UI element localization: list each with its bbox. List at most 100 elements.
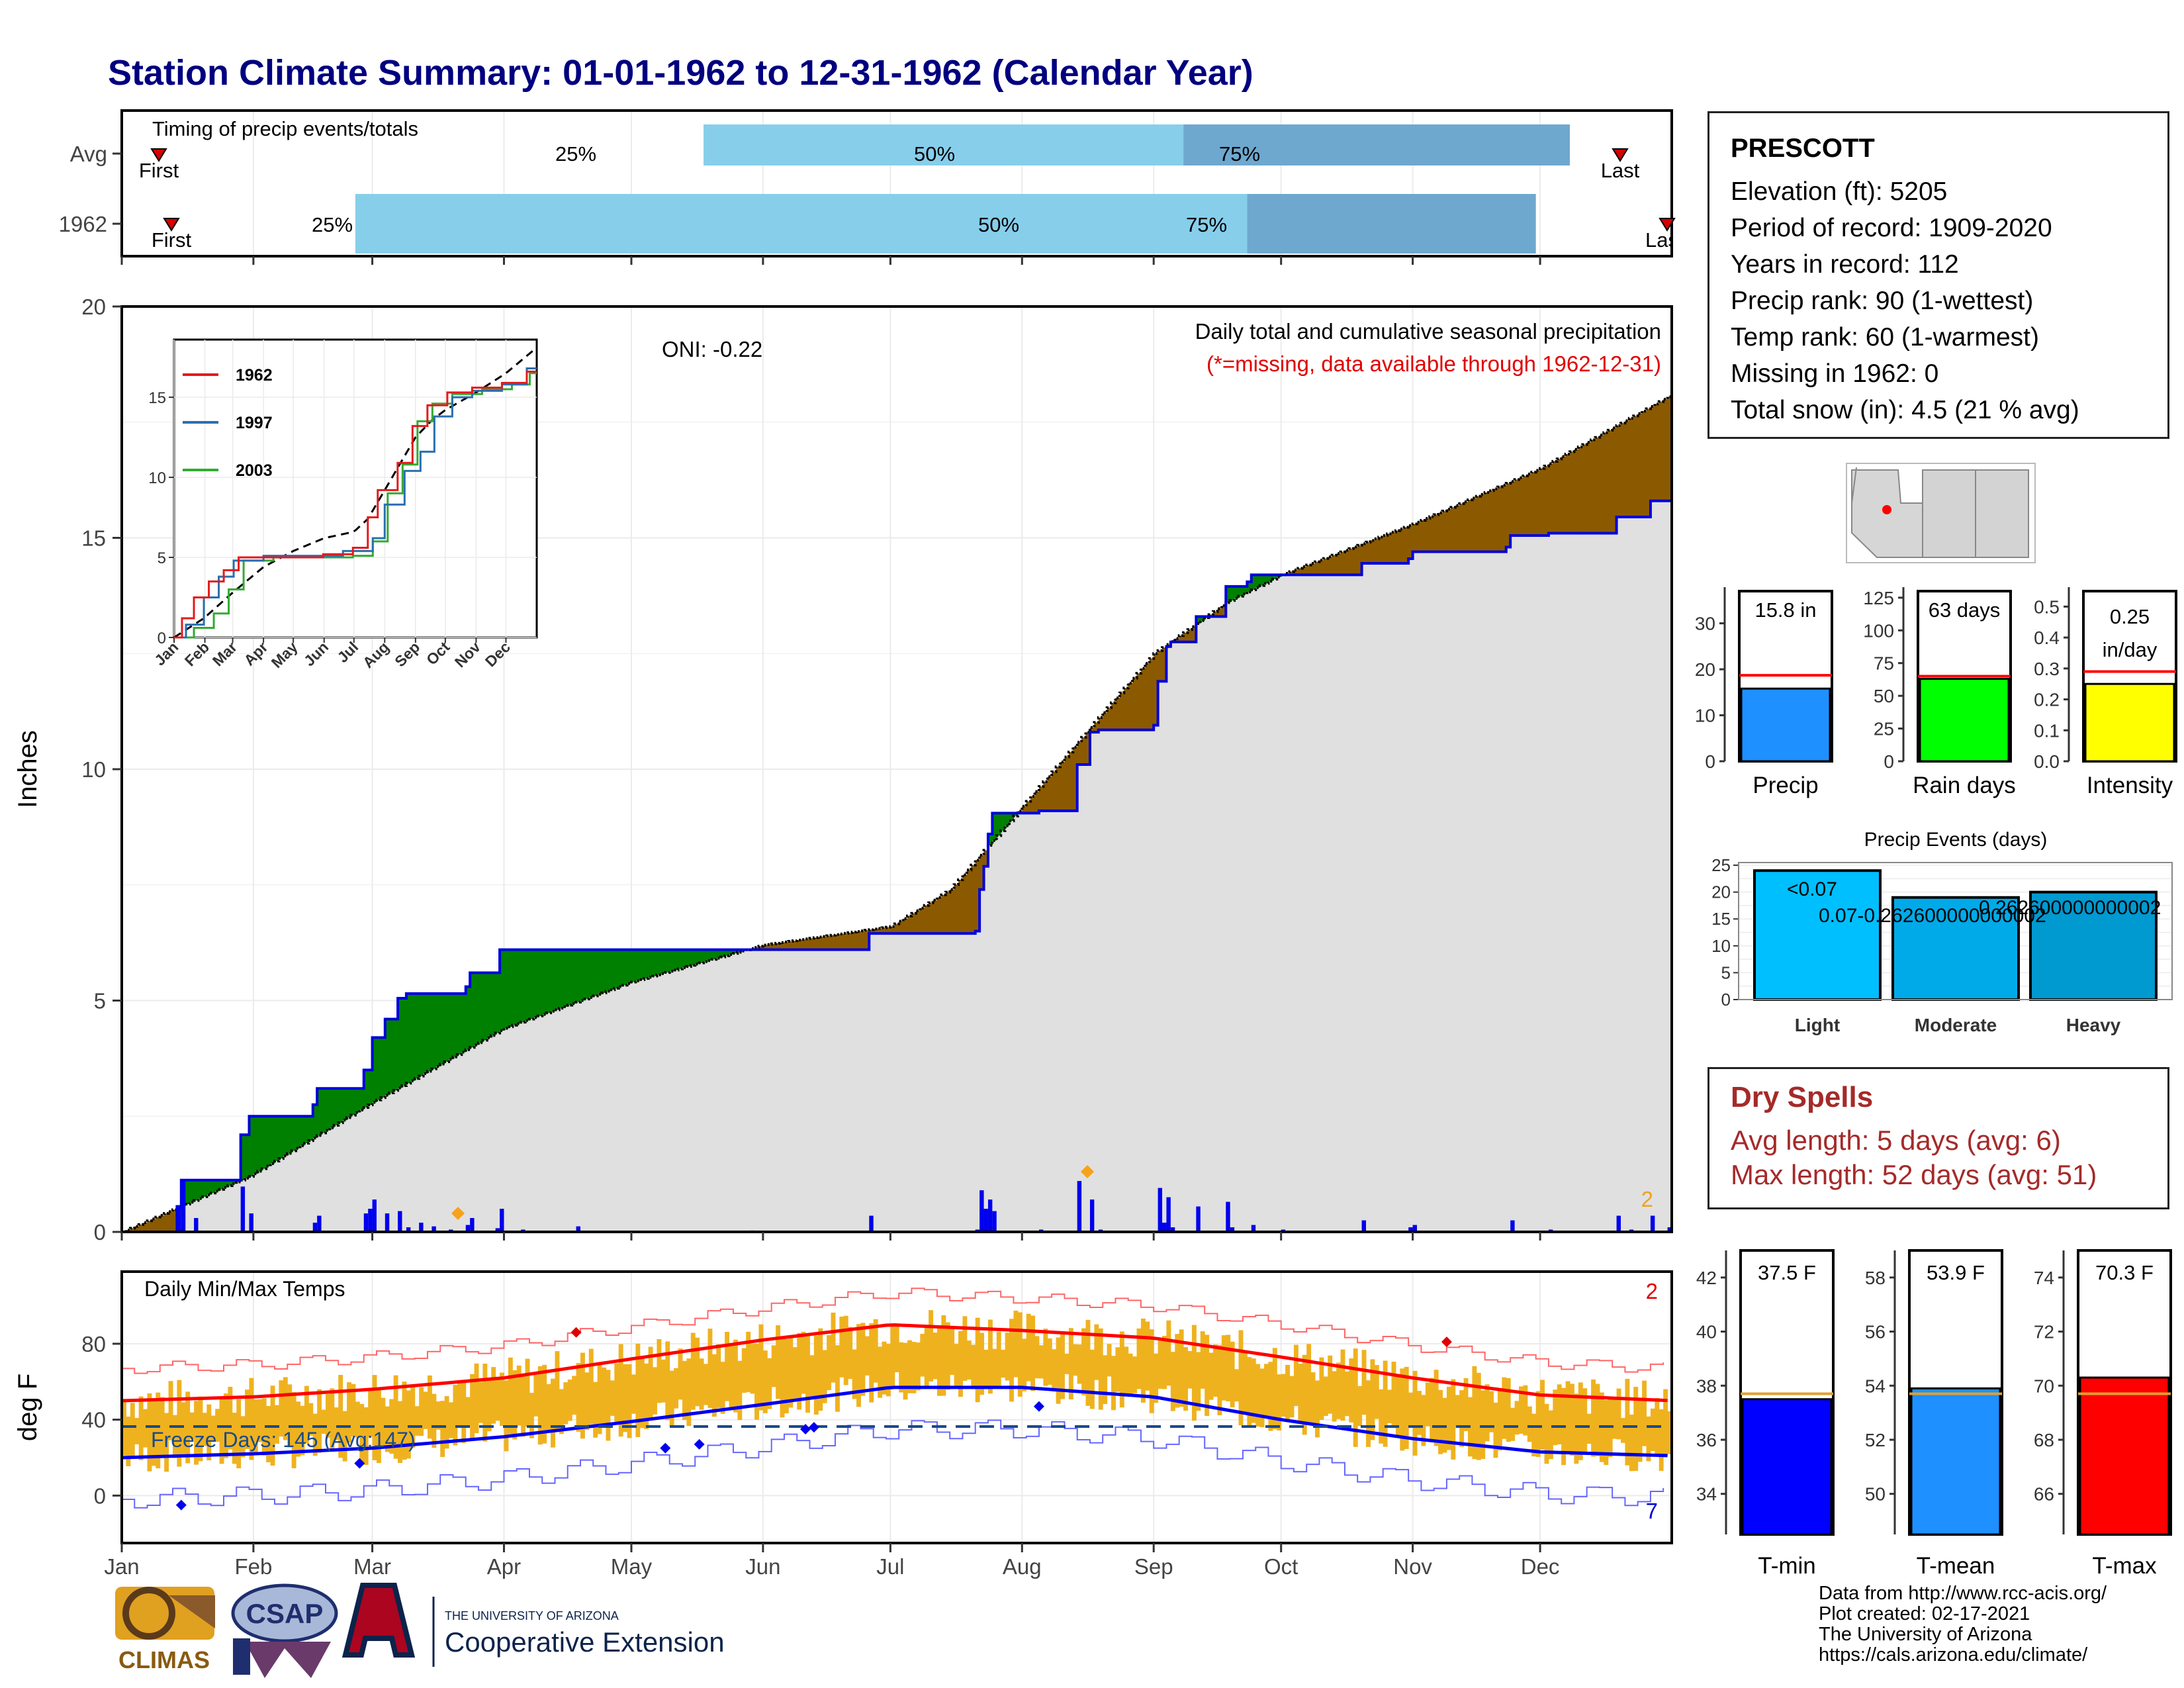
daily-temp-bar: [1633, 1387, 1639, 1471]
daily-precip-bar: [181, 1180, 186, 1232]
cumulative-diff-fill: [1038, 786, 1044, 811]
cumulative-diff-fill: [330, 1088, 335, 1128]
main-note-2: (*=missing, data available through 1962-…: [1206, 352, 1661, 376]
mini-bar-ytick: 0.5: [2034, 596, 2060, 617]
yr-25-50-bar: [355, 194, 1248, 254]
yr-p25-label: 25%: [312, 213, 353, 236]
daily-temp-bar: [958, 1331, 963, 1397]
cumulative-diff-fill: [1446, 509, 1451, 552]
daily-precip-bar: [398, 1211, 402, 1232]
daily-precip-bar: [495, 1228, 500, 1232]
cumulative-diff-fill: [784, 941, 789, 950]
daily-temp-bar: [266, 1405, 271, 1462]
cumulative-diff-fill: [771, 943, 776, 950]
daily-temp-bar: [933, 1333, 938, 1380]
daily-precip-bar: [363, 1213, 369, 1232]
cumulative-diff-fill: [1179, 635, 1184, 642]
daily-temp-bar: [347, 1382, 351, 1443]
daily-temp-bar: [130, 1403, 135, 1458]
cumulative-diff-fill: [869, 929, 874, 934]
cumulative-diff-fill: [975, 860, 980, 931]
daily-temp-bar: [1506, 1378, 1511, 1442]
daily-temp-bar: [950, 1329, 955, 1376]
daily-temp-bar: [368, 1387, 373, 1437]
cumulative-diff-fill: [398, 998, 403, 1088]
cumulative-diff-fill: [308, 1116, 314, 1141]
daily-temp-bar: [287, 1384, 293, 1448]
temp-summary-chart: 66 68 70 72 74 70.3 F T-max: [2034, 1249, 2172, 1579]
cumulative-diff-fill: [423, 994, 428, 1074]
daily-precip-bar: [987, 1199, 993, 1232]
cumulative-diff-fill: [1183, 632, 1189, 642]
cumulative-diff-fill: [690, 949, 696, 966]
mini-bar-value: [2084, 682, 2175, 763]
cumulative-diff-fill: [660, 949, 666, 974]
daily-temp-bar: [716, 1344, 721, 1409]
temp-ytick-label: 80: [81, 1332, 106, 1356]
events-ytick: 0: [1721, 990, 1731, 1009]
daily-precip-bar: [1408, 1227, 1413, 1232]
daily-temp-bar: [1056, 1337, 1061, 1404]
daily-temp-bar: [291, 1392, 296, 1469]
mini-bar-ytick: 30: [1695, 614, 1715, 634]
daily-temp-bar: [593, 1382, 598, 1438]
cumulative-diff-fill: [253, 1116, 258, 1174]
daily-temp-bar: [987, 1319, 993, 1394]
daily-temp-bar: [181, 1402, 186, 1454]
cumulative-diff-fill: [704, 949, 709, 962]
csap-text: CSAP: [246, 1598, 324, 1629]
daily-temp-bar: [1425, 1382, 1430, 1427]
daily-temp-bar: [644, 1363, 649, 1429]
daily-temp-bar: [325, 1394, 330, 1438]
cumulative-diff-fill: [792, 941, 797, 950]
cumulative-diff-fill: [1425, 518, 1430, 552]
daily-temp-bar: [750, 1344, 755, 1394]
daily-temp-bar: [695, 1337, 700, 1407]
daily-temp-bar: [843, 1315, 848, 1385]
daily-temp-bar: [1391, 1362, 1396, 1426]
cumulative-diff-fill: [1132, 678, 1138, 730]
cumulative-diff-fill: [635, 949, 641, 981]
inset-ytick-label: 5: [158, 549, 166, 567]
daily-temp-bar: [1446, 1386, 1451, 1450]
mini-bar-ytick: 0.2: [2034, 690, 2060, 710]
mini-bar-chart: 0 25 50 75 100 125 63 days Rain days: [1863, 587, 2016, 798]
temp-summary-ytick: 42: [1696, 1268, 1717, 1288]
daily-temp-bar: [1328, 1355, 1333, 1414]
month-label: Jun: [745, 1554, 780, 1579]
mini-bar-ytick: 75: [1874, 653, 1894, 674]
cumulative-diff-fill: [758, 946, 764, 950]
daily-temp-bar: [737, 1360, 743, 1421]
year-cumulative-line: [122, 499, 1672, 1232]
daily-temp-bar: [903, 1342, 908, 1400]
daily-precip-bar: [419, 1223, 424, 1232]
daily-temp-bar: [1319, 1357, 1324, 1420]
daily-temp-bar: [1264, 1364, 1269, 1417]
cumulative-diff-fill: [1650, 406, 1655, 501]
daily-temp-bar: [1527, 1406, 1532, 1442]
daily-precip-bar: [1170, 1227, 1175, 1232]
cumulative-diff-fill: [1667, 397, 1672, 501]
record-high-marker: [570, 1327, 582, 1338]
daily-precip-bar: [979, 1190, 984, 1232]
daily-temp-bar: [461, 1380, 467, 1444]
cumulative-diff-fill: [610, 949, 615, 990]
daily-temp-bar: [1502, 1377, 1507, 1439]
cumulative-diff-fill: [432, 994, 437, 1069]
daily-temp-bar: [1510, 1407, 1516, 1441]
daily-temp-bar: [1659, 1409, 1664, 1471]
daily-temp-bar: [1472, 1366, 1477, 1460]
daily-temp-bar: [1022, 1338, 1027, 1391]
daily-temp-bar: [372, 1375, 377, 1460]
cumulative-diff-fill: [1412, 524, 1418, 552]
cumulative-diff-fill: [1408, 526, 1414, 559]
cumulative-diff-fill: [1451, 507, 1456, 552]
cumulative-diff-fill: [500, 949, 505, 1031]
cumulative-diff-fill: [695, 949, 700, 964]
daily-temp-bar: [529, 1393, 534, 1438]
events-category-label: Moderate: [1915, 1015, 1997, 1035]
events-ytick: 10: [1711, 936, 1731, 956]
cumulative-diff-fill: [508, 949, 513, 1027]
temp-summary-value-bar: [1910, 1387, 2001, 1536]
daily-temp-bar: [134, 1417, 140, 1444]
